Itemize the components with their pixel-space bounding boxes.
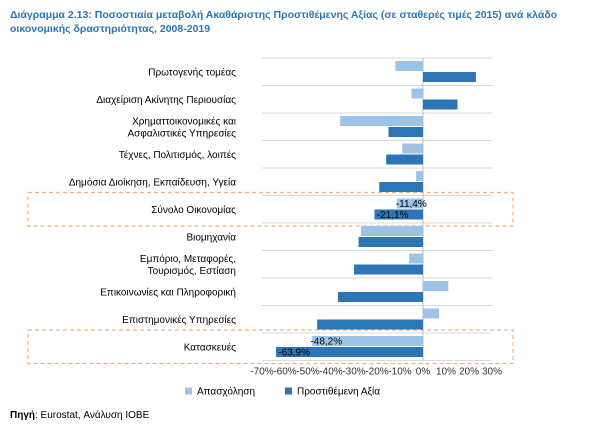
bars bbox=[276, 61, 476, 357]
highlight-box bbox=[27, 191, 514, 227]
bar-value-added bbox=[317, 319, 423, 330]
bar-employment bbox=[312, 336, 423, 346]
bar-value-added bbox=[337, 292, 423, 302]
category-label: Χρηματτοικονομικές και Ασφαλιστικές Υπηρε… bbox=[128, 115, 237, 139]
x-tick-label: -50% bbox=[296, 367, 319, 378]
category-label: Δημόσια Διοίκηση, Εκπαίδευση, Υγεία bbox=[69, 176, 236, 188]
x-tick-label: -70% bbox=[250, 367, 273, 378]
x-tick-label: 20% bbox=[459, 367, 479, 378]
bar-value-added bbox=[374, 209, 423, 220]
bar-value-added bbox=[388, 127, 423, 137]
category-label: Επιστημονικές Υπηρεσίες bbox=[122, 314, 236, 326]
legend-swatch bbox=[185, 387, 192, 395]
category-label: Σύνολο Οικονομίας bbox=[151, 204, 236, 216]
x-tick-label: 10% bbox=[436, 367, 456, 378]
x-tick-label: 0% bbox=[416, 367, 431, 378]
data-label: -11,4% bbox=[396, 199, 427, 210]
category-label: Τέχνες, Πολιτισμός, λοιπές bbox=[119, 149, 236, 161]
data-label: -48,2% bbox=[310, 337, 342, 348]
bar-employment bbox=[402, 143, 423, 154]
source-text: : Eurostat, Ανάλυση ΙΟΒΕ bbox=[35, 410, 150, 421]
x-tick-label: 30% bbox=[482, 367, 502, 378]
bar-employment bbox=[340, 116, 423, 126]
bar-employment bbox=[409, 253, 423, 264]
x-tick-label: -20% bbox=[365, 367, 388, 378]
bar-employment bbox=[416, 171, 423, 181]
bar-employment bbox=[395, 61, 423, 71]
bar-employment bbox=[396, 198, 423, 209]
x-tick-label: -60% bbox=[273, 367, 296, 378]
data-label: -63,9% bbox=[278, 348, 310, 359]
category-label: Κατασκευές bbox=[184, 341, 236, 353]
bar-value-added bbox=[386, 154, 423, 165]
bar-employment bbox=[411, 88, 423, 99]
category-label: Πρωτογενής τομέας bbox=[148, 66, 236, 78]
bar-employment bbox=[360, 226, 423, 236]
category-label: Βιομηχανία bbox=[186, 231, 236, 243]
category-label: Επικοινωνίες και Πληροφορική bbox=[100, 286, 236, 298]
data-label: -21,1% bbox=[377, 210, 409, 221]
legend-swatch bbox=[285, 387, 292, 395]
bar-value-added bbox=[379, 182, 423, 192]
x-tick-labels: -70% -60% -50% -40% -30% -20% -10% 0% 10% 20% 30% bbox=[250, 367, 502, 378]
legend: Απασχόληση Προστιθέμενη Αξία bbox=[185, 386, 380, 398]
source-label: Πηγή bbox=[10, 410, 35, 421]
bar-chart: Πρωτογενής τομέας Διαχείριση Ακίνητης Περ… bbox=[27, 57, 514, 398]
bar-value-added bbox=[423, 99, 458, 110]
gridlines bbox=[262, 57, 492, 361]
bar-value-added bbox=[276, 347, 423, 357]
legend-label: Απασχόληση bbox=[197, 386, 255, 398]
bar-employment bbox=[423, 281, 449, 291]
data-labels: -11,4%-21,1% -48,2%-63,9% bbox=[278, 199, 427, 359]
bar-value-added bbox=[423, 72, 476, 82]
x-tick-label: -40% bbox=[319, 367, 342, 378]
bar-value-added bbox=[358, 237, 423, 247]
category-labels: Πρωτογενής τομέας Διαχείριση Ακίνητης Περ… bbox=[69, 66, 236, 353]
bar-value-added bbox=[354, 264, 423, 275]
x-tick-label: -10% bbox=[388, 367, 411, 378]
source-note: Πηγή: Eurostat, Ανάλυση ΙΟΒΕ bbox=[10, 410, 149, 421]
category-label: Εμπόριο, Μεταφορές, Τουρισμός, Εστίαση bbox=[140, 253, 236, 277]
category-label: Διαχείριση Ακίνητης Περιουσίας bbox=[96, 94, 236, 106]
x-tick-label: -30% bbox=[342, 367, 365, 378]
legend-label: Προστιθέμενη Αξία bbox=[297, 386, 380, 398]
chart-title: Διάγραμμα 2.13: Ποσοστιαία μεταβολή Ακαθ… bbox=[10, 9, 558, 35]
highlight-box bbox=[27, 329, 514, 365]
bar-employment bbox=[423, 308, 440, 319]
